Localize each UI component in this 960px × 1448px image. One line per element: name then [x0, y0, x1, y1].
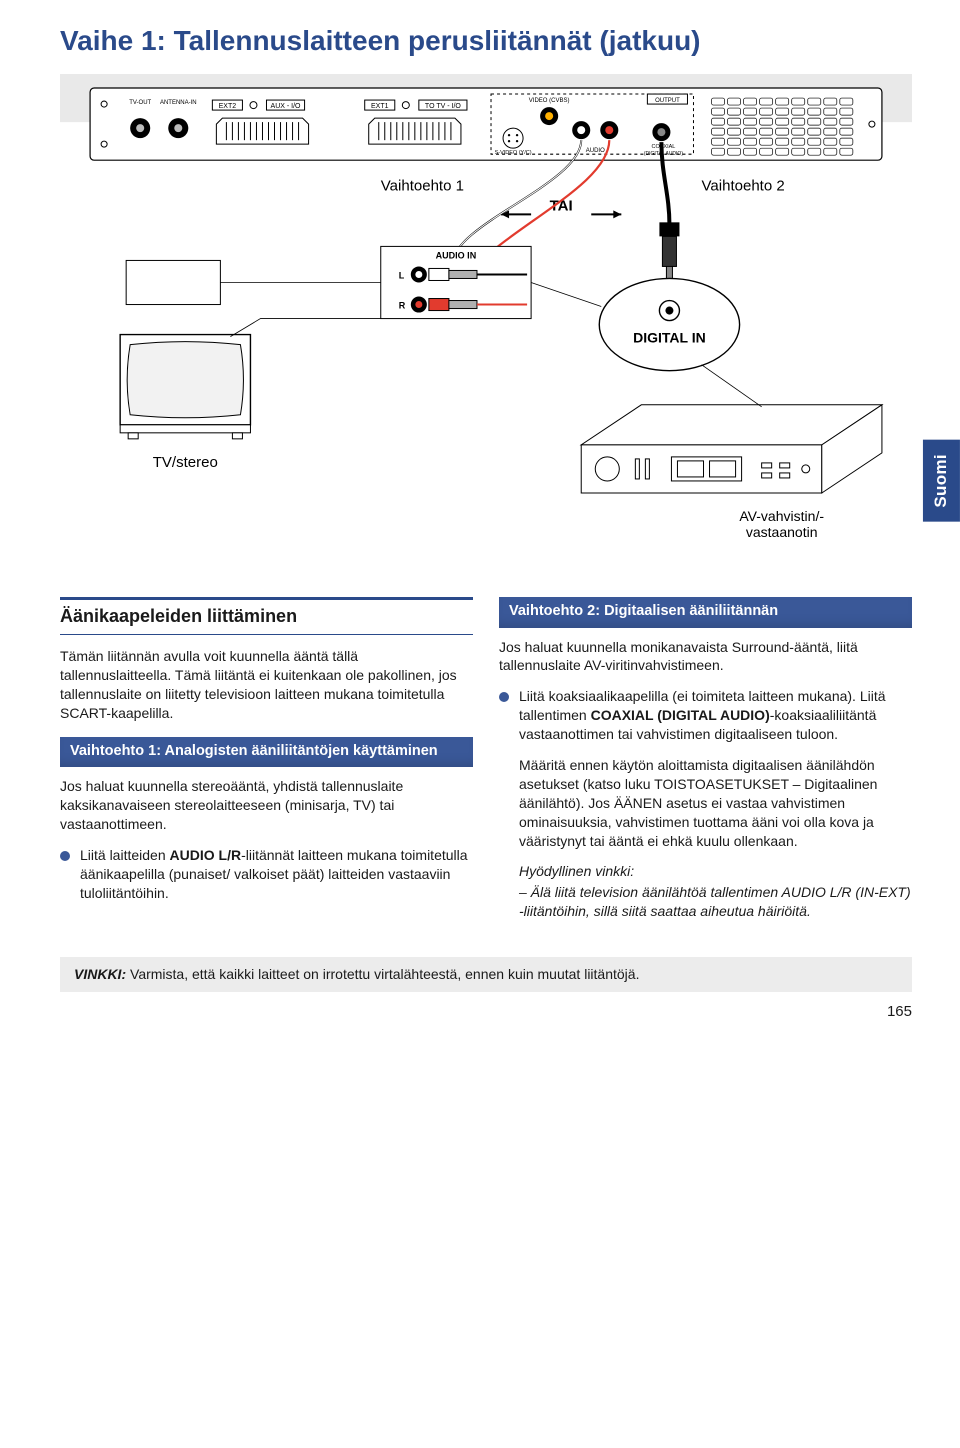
tv-stereo-label: TV/stereo [153, 454, 218, 471]
wiring-diagram: TV-OUT ANTENNA-IN EXT2 AUX - I/O EXT1 TO… [60, 74, 912, 575]
right-bullet-1-text: Liitä koaksiaalikaapelilla (ei toimiteta… [519, 687, 912, 744]
option1-label: Vaihtoehto 1 [381, 177, 464, 194]
svg-text:TO TV - I/O: TO TV - I/O [425, 103, 461, 110]
svg-text:OUTPUT: OUTPUT [655, 98, 680, 104]
tip-box: VINKKI: Varmista, että kaikki laitteet o… [60, 957, 912, 992]
svg-text:S-VIDEO (Y/C): S-VIDEO (Y/C) [495, 150, 532, 156]
label-tvout: TV-OUT [129, 100, 151, 106]
right-subhead: Vaihtoehto 2: Digitaalisen ääniliitännän [499, 597, 912, 628]
hint-body: – Älä liitä television äänilähtöä tallen… [519, 883, 912, 921]
left-p2: Jos haluat kuunnella stereoääntä, yhdist… [60, 777, 473, 834]
tip-label: VINKKI: [74, 966, 126, 982]
left-bullet-1: Liitä laitteiden AUDIO L/R-liitännät lai… [60, 846, 473, 903]
right-bullet-1: Liitä koaksiaalikaapelilla (ei toimiteta… [499, 687, 912, 744]
right-p2: Määritä ennen käytön aloittamista digita… [519, 756, 912, 850]
left-column: Äänikaapeleiden liittäminen Tämän liitän… [60, 597, 473, 933]
label-antenna: ANTENNA-IN [160, 100, 197, 106]
left-bullet-1-text: Liitä laitteiden AUDIO L/R-liitännät lai… [80, 846, 473, 903]
digital-in-label: DIGITAL IN [633, 329, 706, 345]
left-intro: Tämän liitännän avulla voit kuunnella ää… [60, 647, 473, 723]
left-subhead: Vaihtoehto 1: Analogisten ääniliitäntöje… [60, 737, 473, 768]
diagram-svg: TV-OUT ANTENNA-IN EXT2 AUX - I/O EXT1 TO… [60, 74, 912, 575]
bullet-icon [60, 851, 70, 861]
option2-label: Vaihtoehto 2 [702, 177, 785, 194]
right-p1: Jos haluat kuunnella monikanavaista Surr… [499, 638, 912, 676]
svg-text:AUDIO: AUDIO [586, 148, 605, 154]
receiver-label-2: vastaanotin [746, 524, 818, 540]
page-title: Vaihe 1: Tallennuslaitteen perusliitännä… [60, 22, 912, 60]
content-columns: Äänikaapeleiden liittäminen Tämän liitän… [60, 597, 912, 933]
right-column: Vaihtoehto 2: Digitaalisen ääniliitännän… [499, 597, 912, 933]
svg-text:EXT2: EXT2 [219, 103, 237, 110]
bullet-icon [499, 692, 509, 702]
svg-text:EXT1: EXT1 [371, 103, 389, 110]
hint-label: Hyödyllinen vinkki: [519, 862, 912, 881]
tip-text: Varmista, että kaikki laitteet on irrote… [130, 966, 639, 982]
svg-text:AUDIO IN: AUDIO IN [436, 250, 477, 260]
language-tab: Suomi [923, 440, 960, 522]
svg-text:L: L [399, 270, 405, 280]
svg-text:AUX - I/O: AUX - I/O [271, 103, 302, 110]
svg-text:R: R [399, 300, 406, 310]
svg-text:VIDEO (CVBS): VIDEO (CVBS) [529, 98, 570, 104]
receiver-label-1: AV-vahvistin/- [739, 508, 824, 524]
page-number: 165 [60, 1002, 912, 1022]
section-heading: Äänikaapeleiden liittäminen [60, 597, 473, 635]
